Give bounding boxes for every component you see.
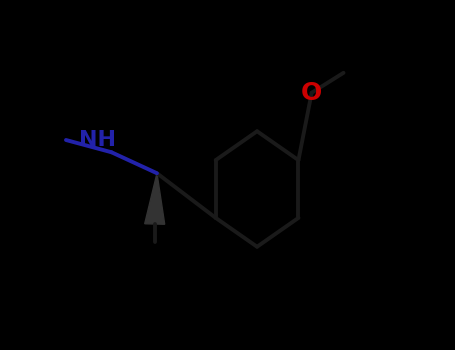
Text: NH: NH <box>79 130 116 150</box>
Polygon shape <box>145 173 165 224</box>
Text: O: O <box>301 81 322 105</box>
